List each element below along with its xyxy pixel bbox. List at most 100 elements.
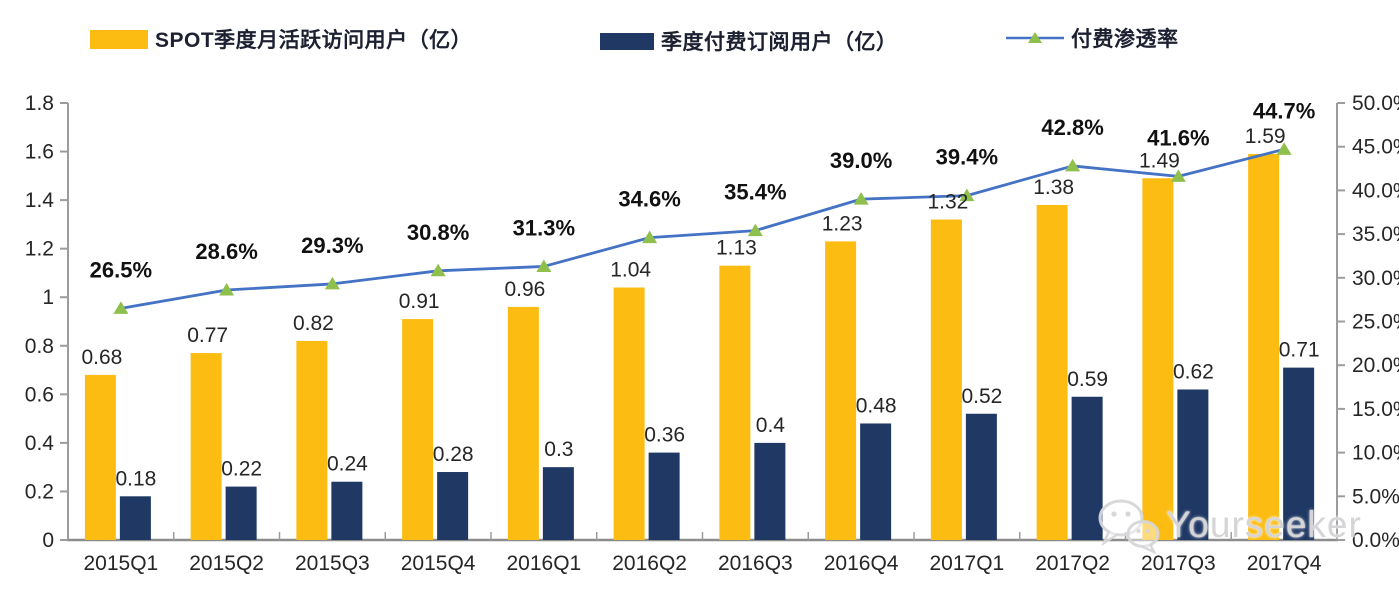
- bar-value-label-mau: 0.68: [81, 346, 122, 369]
- bar-mau: [402, 319, 434, 540]
- penetration-marker: [113, 301, 129, 314]
- x-tick-label: 2016Q3: [718, 552, 793, 575]
- x-tick-label: 2016Q2: [612, 552, 687, 575]
- y-axis-label-left: 1.4: [25, 189, 55, 212]
- bar-value-label-mau: 0.96: [504, 278, 545, 301]
- y-axis-label-left: 0: [42, 529, 54, 552]
- bar-subs: [225, 486, 257, 540]
- penetration-percent-label: 35.4%: [724, 180, 786, 205]
- y-axis-label-right: 10.0%: [1352, 442, 1399, 465]
- penetration-percent-label: 29.3%: [301, 233, 363, 258]
- bar-value-label-subs: 0.28: [433, 443, 474, 466]
- bar-value-label-subs: 0.52: [961, 385, 1002, 408]
- bar-value-label-subs: 0.4: [756, 414, 786, 437]
- bar-value-label-mau: 0.77: [187, 324, 228, 347]
- bar-value-label-mau: 1.49: [1139, 149, 1180, 172]
- y-axis-label-right: 30.0%: [1352, 267, 1399, 290]
- legend-swatch-subs: [600, 32, 654, 50]
- bar-value-label-subs: 0.59: [1067, 368, 1108, 391]
- y-axis-label-left: 0.6: [25, 383, 54, 406]
- bar-subs: [754, 442, 786, 540]
- x-tick-label: 2015Q3: [295, 552, 370, 575]
- legend-label-subs: 季度付费订阅用户（亿）: [661, 31, 898, 54]
- y-axis-label-right: 5.0%: [1352, 485, 1399, 508]
- penetration-marker: [1065, 158, 1081, 172]
- bar-mau: [1248, 153, 1280, 540]
- legend-item-mau: SPOT季度月活跃访问用户（亿）: [90, 24, 472, 54]
- bar-subs: [542, 467, 574, 540]
- legend-item-subs: 季度付费订阅用户（亿）: [600, 26, 898, 56]
- bar-mau: [84, 374, 116, 540]
- bar-value-label-mau: 1.13: [716, 237, 757, 260]
- legend-label-penetration: 付费渗透率: [1071, 28, 1179, 51]
- penetration-percent-label: 34.6%: [618, 187, 680, 212]
- bar-value-label-subs: 0.71: [1279, 339, 1320, 362]
- bar-mau: [613, 287, 645, 540]
- penetration-percent-label: 28.6%: [195, 239, 257, 264]
- penetration-marker: [536, 259, 552, 272]
- penetration-marker: [324, 276, 340, 290]
- penetration-percent-label: 42.8%: [1041, 115, 1103, 140]
- penetration-percent-label: 39.0%: [830, 148, 892, 173]
- x-tick-label: 2015Q1: [84, 552, 159, 575]
- penetration-marker: [853, 192, 869, 205]
- legend-item-penetration: 付费渗透率: [1006, 23, 1179, 53]
- bar-subs: [965, 413, 997, 540]
- bar-value-label-subs: 0.22: [221, 458, 262, 481]
- bar-value-label-subs: 0.48: [856, 394, 897, 417]
- x-tick-label: 2017Q4: [1247, 552, 1322, 575]
- bar-value-label-mau: 1.32: [927, 191, 968, 214]
- y-axis-label-left: 1: [42, 286, 54, 309]
- bar-value-label-subs: 0.3: [544, 438, 573, 461]
- bar-mau: [825, 241, 857, 540]
- bar-value-label-subs: 0.18: [115, 467, 156, 490]
- penetration-percent-label: 44.7%: [1253, 98, 1315, 123]
- y-axis-label-left: 0.8: [25, 335, 54, 358]
- legend-swatch-mau: [90, 29, 148, 49]
- bar-mau: [190, 353, 222, 540]
- penetration-marker: [959, 188, 975, 202]
- bar-mau: [296, 340, 328, 540]
- y-axis-label-right: 45.0%: [1352, 136, 1399, 159]
- bar-subs: [648, 452, 680, 540]
- y-axis-label-left: 0.2: [25, 480, 54, 503]
- y-axis-label-right: 40.0%: [1352, 179, 1399, 202]
- bar-value-label-mau: 0.91: [399, 290, 440, 313]
- y-axis-label-right: 25.0%: [1352, 311, 1399, 334]
- x-tick-label: 2017Q2: [1035, 552, 1110, 575]
- penetration-percent-label: 31.3%: [513, 215, 575, 240]
- bar-value-label-mau: 1.59: [1245, 125, 1286, 148]
- y-axis-label-left: 1.2: [25, 238, 54, 261]
- bar-subs: [1283, 367, 1315, 540]
- y-axis-label-right: 15.0%: [1352, 398, 1399, 421]
- legend-label-mau: SPOT季度月活跃访问用户（亿）: [155, 29, 473, 52]
- penetration-line: [120, 147, 1285, 310]
- x-tick-label: 2016Q1: [507, 552, 582, 575]
- penetration-marker: [1276, 142, 1292, 155]
- penetration-percent-label: 39.4%: [936, 145, 998, 170]
- bar-subs: [1071, 396, 1103, 540]
- bar-value-label-mau: 1.23: [822, 212, 863, 235]
- x-tick-label: 2016Q4: [824, 552, 899, 575]
- penetration-marker: [219, 283, 235, 296]
- bar-value-label-subs: 0.62: [1173, 360, 1214, 383]
- y-axis-label-left: 1.6: [25, 141, 54, 164]
- penetration-percent-label: 41.6%: [1147, 125, 1209, 150]
- bar-subs: [1177, 389, 1209, 540]
- bar-mau: [719, 265, 751, 540]
- penetration-marker: [430, 263, 446, 277]
- bar-value-label-mau: 1.04: [610, 259, 651, 282]
- y-axis-label-right: 35.0%: [1352, 223, 1399, 246]
- bar-mau: [930, 219, 962, 541]
- bar-subs: [331, 481, 363, 540]
- y-axis-label-right: 50.0%: [1352, 92, 1399, 115]
- bar-mau: [1036, 204, 1068, 540]
- bar-mau: [507, 306, 539, 540]
- penetration-percent-label: 30.8%: [407, 220, 469, 245]
- penetration-percent-label: 26.5%: [90, 257, 152, 282]
- x-tick-label: 2015Q2: [189, 552, 264, 575]
- penetration-marker: [642, 230, 658, 244]
- bar-mau: [1142, 178, 1174, 540]
